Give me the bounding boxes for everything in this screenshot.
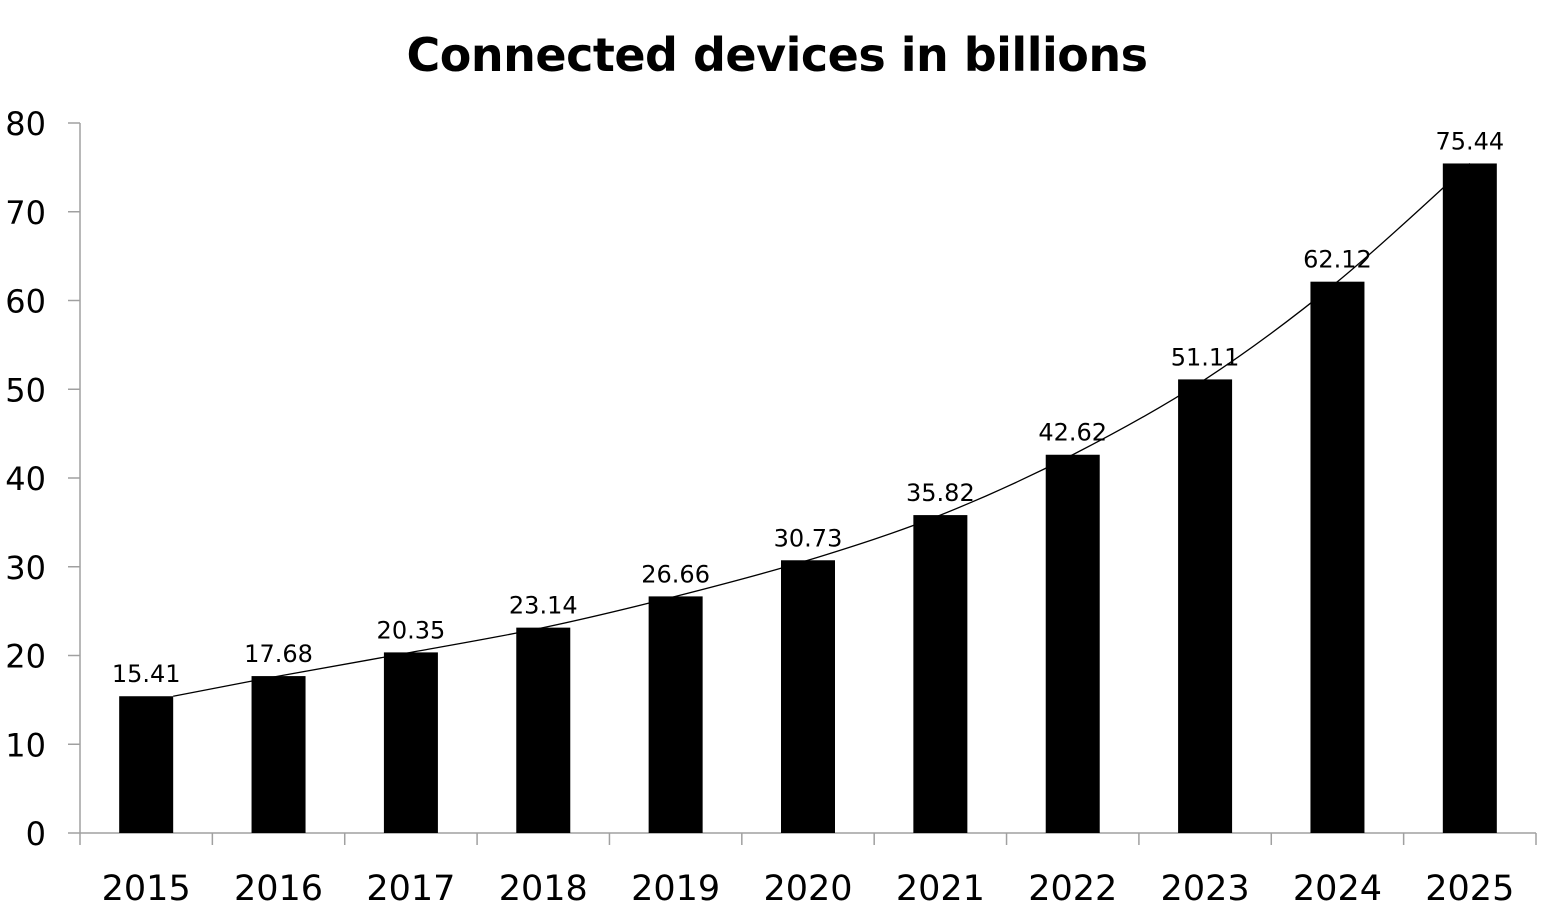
x-tick-label: 2017 [366, 869, 455, 909]
data-label: 30.73 [774, 524, 843, 552]
x-tick-label: 2016 [234, 869, 323, 909]
data-label: 51.11 [1171, 343, 1240, 371]
y-tick-label: 80 [5, 105, 46, 143]
y-tick-label: 70 [5, 194, 46, 232]
y-tick-label: 40 [5, 460, 46, 498]
data-label: 26.66 [641, 560, 710, 588]
x-tick-label: 2024 [1293, 869, 1382, 909]
data-label: 15.41 [112, 660, 181, 688]
data-label: 23.14 [509, 592, 578, 620]
bar-2022 [1045, 454, 1100, 833]
bar-2017 [383, 652, 438, 833]
x-tick-label: 2015 [102, 869, 191, 909]
data-label: 17.68 [244, 640, 313, 668]
bar-2021 [913, 515, 968, 833]
y-tick-label: 60 [5, 283, 46, 321]
bar-2018 [516, 627, 571, 833]
x-tick-label: 2019 [631, 869, 720, 909]
bar-2025 [1442, 163, 1497, 834]
bar-2023 [1178, 379, 1233, 833]
data-label: 20.35 [377, 616, 446, 644]
data-label: 75.44 [1435, 127, 1504, 155]
x-tick-label: 2021 [896, 869, 985, 909]
bar-2016 [251, 676, 306, 833]
bar-2019 [648, 596, 703, 833]
x-tick-label: 2018 [499, 869, 588, 909]
y-tick-label: 50 [5, 371, 46, 409]
bar-2024 [1310, 281, 1365, 833]
x-tick-label: 2023 [1161, 869, 1250, 909]
x-tick-label: 2025 [1425, 869, 1514, 909]
y-tick-label: 30 [5, 549, 46, 587]
trendline [173, 162, 1471, 697]
data-label: 62.12 [1303, 246, 1372, 274]
y-tick-label: 20 [5, 638, 46, 676]
data-label: 35.82 [906, 479, 975, 507]
y-tick-label: 0 [26, 815, 46, 853]
y-tick-label: 10 [5, 726, 46, 764]
chart-title: Connected devices in billions [406, 28, 1148, 82]
bar-2020 [781, 560, 835, 833]
data-label: 42.62 [1038, 419, 1107, 447]
x-tick-label: 2022 [1028, 869, 1117, 909]
bar-2015 [119, 696, 174, 833]
x-tick-label: 2020 [763, 869, 852, 909]
